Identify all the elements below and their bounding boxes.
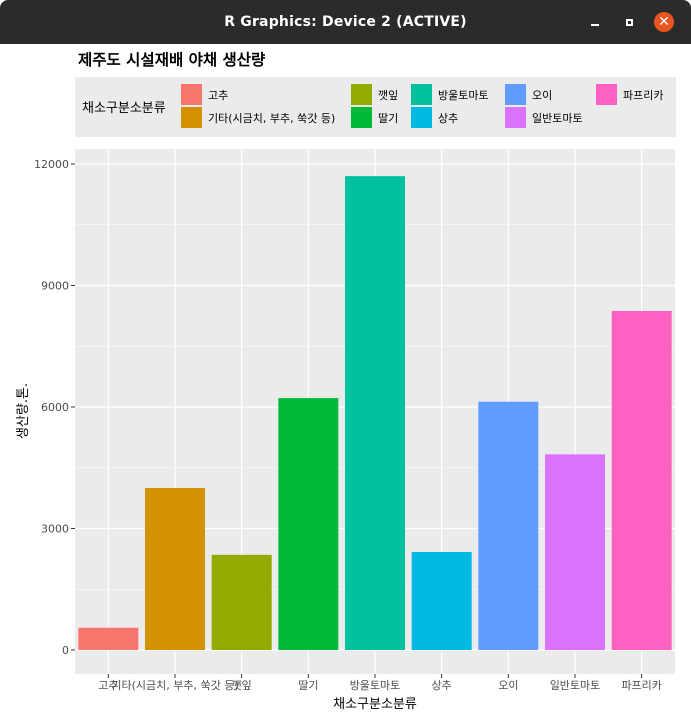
- window-titlebar[interactable]: R Graphics: Device 2 (ACTIVE) ✕: [0, 0, 691, 44]
- y-axis: 0 3000 6000 9000 12000: [34, 158, 75, 657]
- y-tick-label: 3000: [41, 523, 69, 536]
- bar-6: [411, 551, 472, 650]
- maximize-icon: [625, 18, 633, 26]
- bar-1: [78, 627, 139, 650]
- legend-key-8: [505, 107, 526, 128]
- legend-label-6: 상추: [438, 112, 458, 125]
- legend-key-5: [411, 84, 432, 105]
- bar-5: [345, 176, 405, 650]
- close-button[interactable]: ✕: [654, 12, 674, 32]
- x-tick-label: 일반토마토: [550, 678, 601, 692]
- chart-title: 제주도 시설재배 야채 생산량: [78, 50, 266, 69]
- x-tick-label: 깻잎: [232, 679, 252, 692]
- legend-label-1: 고추: [208, 89, 228, 102]
- legend-label-5: 방울토마토: [438, 89, 489, 102]
- legend-box: [75, 77, 676, 137]
- legend-title: 채소구분소분류: [82, 101, 166, 116]
- legend-key-4: [351, 107, 372, 128]
- bar-3: [211, 554, 272, 650]
- legend-label-8: 일반토마토: [532, 111, 583, 125]
- legend-label-3: 깻잎: [378, 89, 398, 102]
- legend-key-1: [181, 84, 202, 105]
- y-tick-label: 12000: [34, 158, 69, 171]
- x-tick-label: 고추: [98, 679, 118, 692]
- y-tick-label: 0: [62, 644, 69, 657]
- y-tick-label: 6000: [41, 401, 69, 414]
- bars: [78, 176, 672, 650]
- legend-key-9: [596, 84, 617, 105]
- bar-2: [145, 488, 205, 650]
- x-axis-title: 채소구분소분류: [333, 697, 417, 712]
- legend-label-4: 딸기: [378, 112, 398, 125]
- x-tick-label: 기타(시금치, 부추, 쑥갓 등): [111, 679, 238, 692]
- bar-7: [478, 401, 539, 650]
- legend-label-2: 기타(시금치, 부추, 쑥갓 등): [208, 112, 335, 125]
- minimize-button[interactable]: [587, 14, 603, 30]
- x-tick-label: 상추: [432, 679, 452, 692]
- legend-key-7: [505, 84, 526, 105]
- bar-9: [611, 311, 672, 650]
- x-tick-label: 방울토마토: [350, 679, 401, 692]
- maximize-button[interactable]: [621, 14, 637, 30]
- legend-key-6: [411, 107, 432, 128]
- x-tick-label: 딸기: [298, 679, 318, 692]
- y-axis-title: 생산량.톤.: [16, 383, 31, 439]
- legend-label-9: 파프리카: [623, 89, 663, 102]
- bar-8: [545, 454, 605, 650]
- bar-4: [278, 398, 339, 650]
- plot-area: 제주도 시설재배 야채 생산량 채소구분소분류 고추 기타(시금치, 부추, 쑥갓…: [0, 44, 691, 728]
- window-title: R Graphics: Device 2 (ACTIVE): [224, 14, 467, 30]
- x-tick-label: 오이: [498, 679, 518, 692]
- x-tick-label: 파프리카: [621, 679, 661, 692]
- y-tick-label: 9000: [41, 280, 69, 293]
- legend-label-7: 오이: [532, 89, 552, 102]
- legend-key-2: [181, 107, 202, 128]
- legend-key-3: [351, 84, 372, 105]
- close-icon: ✕: [658, 14, 670, 30]
- minimize-icon: [591, 24, 599, 26]
